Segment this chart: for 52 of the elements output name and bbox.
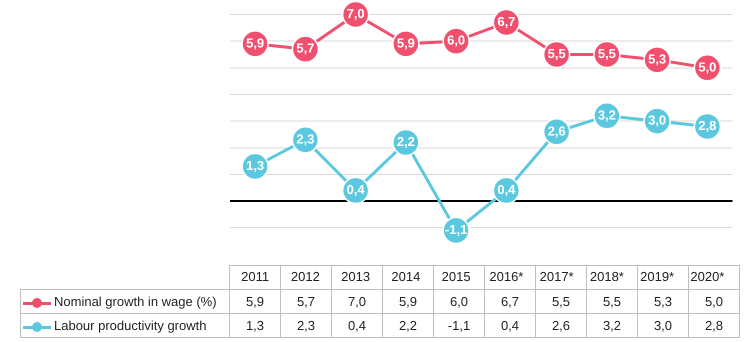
text: 5,3 [648, 51, 666, 66]
data-label: 0,4 [484, 314, 536, 338]
data-label: 6,0 [434, 290, 484, 314]
text: 5,9 [246, 35, 264, 50]
data-label: 2,3 [280, 314, 332, 338]
data-label: 2,8 [688, 314, 740, 338]
x-tick-label: 2012 [290, 268, 320, 284]
text: -1,1 [444, 222, 468, 237]
data-label: 2,6 [536, 314, 586, 338]
text: 6,0 [447, 32, 466, 48]
data-label: 5,9 [230, 290, 280, 314]
x-tick-label: 2016* [489, 268, 524, 284]
legend-label: Labour productivity growth [54, 318, 206, 333]
text: 5,5 [598, 46, 616, 62]
data-label: 5,3 [638, 290, 688, 314]
data-label: 3,2 [586, 314, 638, 338]
data-label: 1,3 [230, 314, 280, 338]
text: 2,2 [396, 134, 415, 150]
data-label: 6,7 [484, 290, 536, 314]
x-tick-label: 2015 [442, 268, 471, 284]
text: 1,3 [246, 158, 264, 174]
x-tick-label: 2011 [241, 268, 270, 284]
x-tick-label: 2014 [391, 268, 420, 284]
text: 0,4 [497, 182, 516, 198]
x-tick-label: 2018* [590, 268, 624, 284]
x-tick-label: 2017* [540, 268, 574, 284]
data-label: 5,9 [382, 290, 434, 314]
data-label: -1,1 [434, 314, 484, 338]
text: 2,6 [548, 123, 566, 138]
data-label: 5,5 [586, 290, 638, 314]
x-tick-label: 2019* [640, 268, 674, 284]
data-label: 5,7 [280, 290, 332, 314]
data-label: 5,5 [536, 290, 586, 314]
text: 2,3 [296, 131, 314, 146]
text: 3,0 [648, 112, 666, 128]
text: 5,5 [548, 46, 566, 62]
data-label: 2,2 [382, 314, 434, 338]
data-label: 5,0 [688, 290, 740, 314]
data-label: 3,0 [638, 314, 688, 338]
text: 3,2 [598, 107, 616, 122]
text: 5,0 [698, 59, 716, 74]
data-label: 7,0 [332, 290, 382, 314]
text: 2,8 [698, 118, 716, 134]
x-tick-label: 2013 [341, 268, 370, 284]
text: 5,9 [396, 35, 415, 50]
legend-label: Nominal growth in wage (%) [54, 294, 217, 309]
data-label: 0,4 [332, 314, 382, 338]
text: 0,4 [346, 182, 365, 198]
x-tick-label: 2020* [690, 268, 724, 284]
text: 5,7 [296, 40, 314, 56]
text: 6,7 [497, 14, 516, 30]
text: 7,0 [346, 6, 365, 22]
